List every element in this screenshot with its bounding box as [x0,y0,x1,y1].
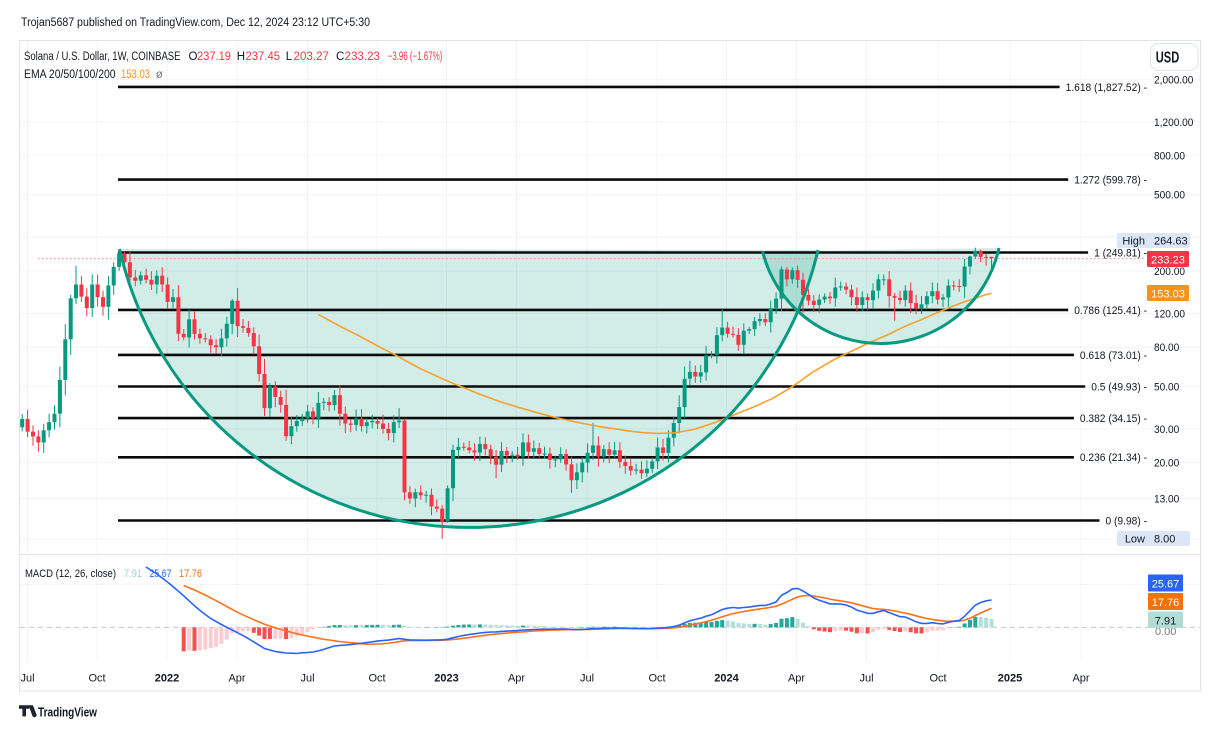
svg-text:Oct: Oct [929,673,946,685]
svg-text:0.236 (21.34) -: 0.236 (21.34) - [1080,452,1147,464]
svg-text:1,200.00: 1,200.00 [1154,117,1193,129]
svg-text:233.23: 233.23 [345,51,381,63]
svg-text:153.03: 153.03 [121,69,150,81]
svg-text:2,000.00: 2,000.00 [1154,74,1193,86]
svg-text:13.00: 13.00 [1154,493,1179,505]
svg-text:17.76: 17.76 [179,568,202,580]
svg-text:MACD (12, 26, close): MACD (12, 26, close) [25,568,116,580]
svg-text:TradingView: TradingView [38,706,97,720]
svg-text:264.63: 264.63 [1154,236,1188,248]
svg-text:17.76: 17.76 [1152,597,1180,609]
svg-text:USD: USD [1156,49,1180,66]
svg-text:0.382 (34.15) -: 0.382 (34.15) - [1080,413,1147,425]
svg-text:O: O [189,51,198,63]
svg-text:EMA 20/50/100/200: EMA 20/50/100/200 [24,69,116,81]
svg-text:1.618 (1,827.52) -: 1.618 (1,827.52) - [1066,82,1148,94]
svg-text:237.45: 237.45 [246,51,281,63]
svg-text:200.00: 200.00 [1154,266,1185,278]
svg-text:Jul: Jul [580,673,594,685]
svg-text:Apr: Apr [788,673,805,685]
svg-text:237.19: 237.19 [197,51,231,63]
svg-text:H: H [237,51,245,63]
svg-text:2022: 2022 [155,673,179,685]
svg-text:Jul: Jul [20,673,34,685]
svg-text:ø: ø [156,69,163,81]
svg-text:800.00: 800.00 [1154,151,1185,163]
svg-text:1 (249.81) -: 1 (249.81) - [1094,247,1147,259]
svg-text:233.23: 233.23 [1151,255,1185,267]
svg-text:Jul: Jul [300,673,314,685]
svg-text:High: High [1122,236,1145,248]
svg-text:153.03: 153.03 [1151,289,1185,301]
svg-text:Apr: Apr [508,673,525,685]
svg-text:Oct: Oct [88,673,105,685]
svg-text:25.67: 25.67 [1152,579,1180,591]
svg-text:−3.96 (−1.67%): −3.96 (−1.67%) [388,51,443,63]
svg-text:20.00: 20.00 [1154,458,1179,470]
svg-text:203.27: 203.27 [294,51,330,63]
svg-text:Solana / U.S. Dollar, 1W, COIN: Solana / U.S. Dollar, 1W, COINBASE [24,51,181,63]
svg-text:7.91: 7.91 [124,568,142,580]
svg-text:Jul: Jul [859,673,873,685]
svg-text:Apr: Apr [228,673,245,685]
svg-text:50.00: 50.00 [1154,381,1179,393]
svg-text:2024: 2024 [714,673,739,685]
svg-text:Trojan5687 published on Tradin: Trojan5687 published on TradingView.com,… [21,17,370,29]
svg-text:8.00: 8.00 [1154,534,1175,546]
svg-text:0.618 (73.01) -: 0.618 (73.01) - [1080,350,1147,362]
svg-text:2023: 2023 [434,673,458,685]
svg-text:30.00: 30.00 [1154,424,1179,436]
svg-text:Low: Low [1125,534,1145,546]
svg-text:C: C [336,51,344,63]
svg-text:Oct: Oct [648,673,665,685]
svg-text:500.00: 500.00 [1154,190,1185,202]
svg-text:Oct: Oct [368,673,385,685]
svg-text:7.91: 7.91 [1155,616,1176,628]
svg-text:2025: 2025 [998,673,1022,685]
svg-text:1.272 (599.78) -: 1.272 (599.78) - [1074,175,1147,187]
svg-text:0.00: 0.00 [1155,626,1176,638]
svg-text:L: L [286,51,293,63]
svg-text:0.786 (125.41) -: 0.786 (125.41) - [1074,305,1147,317]
svg-text:0 (9.98) -: 0 (9.98) - [1106,515,1148,527]
svg-text:Apr: Apr [1072,673,1089,685]
svg-text:120.00: 120.00 [1154,308,1185,320]
svg-text:80.00: 80.00 [1154,342,1179,354]
svg-text:25.67: 25.67 [150,568,172,580]
svg-text:0.5 (49.93) -: 0.5 (49.93) - [1091,381,1147,393]
